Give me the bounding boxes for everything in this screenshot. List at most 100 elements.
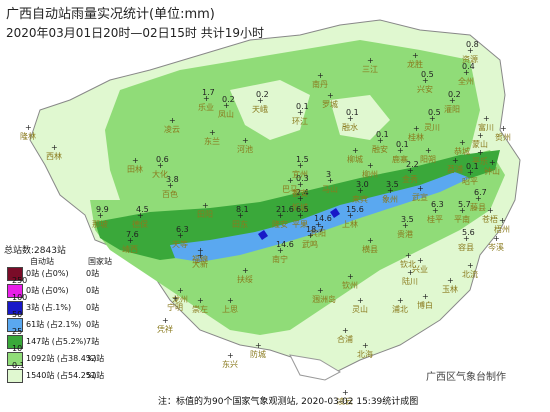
legend-row: 1540站 (占54.2%) 51站 0.1 [4, 361, 114, 383]
station-marker: + [342, 388, 349, 397]
county-name: 平乐 [472, 156, 488, 166]
county-station: +乐业 1.7 [198, 88, 215, 112]
county-name: 龙州 [172, 294, 188, 304]
county-station: +忻城 2.4 [292, 188, 309, 212]
county-station: +资源 0.8 [462, 40, 479, 64]
county-name: 田东 [232, 219, 248, 229]
station-marker: + [477, 148, 484, 157]
county-name: 宜州 [292, 169, 308, 179]
legend-auto-count: 0站 (占0%) [26, 286, 69, 295]
county-station: +贺州 [495, 124, 511, 142]
county-name: 灌阳 [444, 104, 460, 114]
legend-row: 3站 (占.1%) 0站 100 [4, 293, 114, 315]
station-marker: + [297, 211, 304, 220]
station-marker: + [463, 234, 470, 243]
county-station: +荔浦 [447, 156, 463, 174]
county-name: 钦州 [342, 280, 358, 290]
county-name: 蒙山 [472, 139, 488, 149]
legend-threshold: 10 [12, 344, 23, 353]
county-station: +鹿寨 0.1 [392, 140, 409, 164]
county-station: +岑溪 [488, 234, 504, 252]
county-station: +福绵 [192, 246, 208, 264]
station-marker: + [447, 276, 454, 285]
station-marker: + [387, 186, 394, 195]
county-name: 融水 [342, 122, 358, 132]
legend-auto-count: 3站 (占.1%) [26, 303, 72, 312]
legend-row: 61站 (占2.1%) 0站 50 [4, 310, 114, 332]
station-marker: + [297, 108, 304, 117]
county-name: 梧州 [494, 224, 510, 234]
area-light-hole-2 [330, 95, 390, 140]
station-marker: + [377, 136, 384, 145]
station-marker: + [307, 231, 314, 240]
station-marker: + [223, 101, 230, 110]
county-station: +河池 [237, 136, 253, 154]
legend-swatch [7, 369, 23, 383]
county-station: +博白 [417, 292, 433, 310]
station-marker: + [405, 251, 412, 260]
county-station: +那坡 9.9 [92, 205, 109, 229]
county-name: 扶绥 [237, 274, 253, 284]
rainfall-value: 7.6 [126, 230, 139, 239]
station-marker: + [452, 156, 459, 165]
county-station: +武宣 [412, 184, 428, 202]
legend-national-count: 0站 [86, 320, 100, 329]
county-name: 灵川 [424, 123, 440, 132]
station-marker: + [483, 114, 490, 123]
county-station: +平南 5.7 [454, 200, 471, 224]
legend-auto-count: 1092站 (占38.4%) [26, 354, 97, 363]
map-title: 广西自动站雨量实况统计(单位:mm) [6, 7, 215, 22]
county-name: 兴业 [412, 264, 428, 274]
county-name: 合浦 [337, 334, 353, 344]
county-name: 防城 [250, 349, 266, 359]
county-station: +苍梧 [482, 206, 498, 224]
rainfall-value: 4.5 [136, 205, 149, 214]
rainfall-value: 0.1 [466, 162, 479, 171]
rainfall-value: 0.2 [256, 90, 269, 99]
rainfall-value: 6.3 [431, 200, 444, 209]
station-marker: + [317, 286, 324, 295]
rainfall-value: 5.7 [458, 200, 471, 209]
county-station: +贵港 3.5 [397, 215, 414, 239]
county-name: 平果 [292, 220, 308, 229]
station-marker: + [397, 296, 404, 305]
county-station: +桂平 6.3 [427, 200, 444, 224]
county-station: +来宾 3.0 [352, 180, 369, 204]
county-name: 来宾 [352, 194, 368, 204]
county-name: 浦北 [392, 304, 408, 314]
area-rainstorm-core [170, 172, 470, 262]
legend-swatch [7, 352, 23, 366]
county-name: 大新 [192, 259, 208, 269]
legend-row: 147站 (占5.2%) 7站 25 [4, 327, 114, 349]
rainfall-value: 1.5 [296, 155, 309, 164]
county-station: +隆林 [20, 123, 36, 141]
station-marker: + [357, 186, 364, 195]
county-name: 隆安 [272, 219, 288, 229]
county-name: 藤县 [470, 202, 486, 212]
station-marker: + [412, 51, 419, 60]
county-station: +平乐 [472, 148, 488, 166]
county-name: 灵山 [352, 304, 368, 314]
station-marker: + [25, 123, 32, 132]
station-marker: + [317, 71, 324, 80]
station-marker: + [227, 351, 234, 360]
station-marker: + [257, 96, 264, 105]
rainfall-value: 3.0 [356, 180, 369, 189]
station-marker: + [137, 211, 144, 220]
county-name: 阳朔 [420, 154, 436, 164]
county-station: +南宁 14.6 [272, 240, 294, 264]
county-station: +宁明 [167, 294, 183, 312]
station-marker: + [425, 146, 432, 155]
rainfall-value: 0.2 [448, 90, 461, 99]
rainfall-value: 8.1 [236, 205, 249, 214]
county-name: 融安 [372, 144, 388, 154]
station-marker: + [157, 161, 164, 170]
rainfall-value: 0.5 [421, 70, 434, 79]
station-marker: + [367, 236, 374, 245]
county-name: 富川 [478, 122, 494, 132]
county-name: 环江 [292, 117, 308, 126]
station-marker: + [209, 128, 216, 137]
county-name: 崇左 [192, 304, 208, 314]
credit: 广西区气象台制作 [426, 372, 506, 383]
